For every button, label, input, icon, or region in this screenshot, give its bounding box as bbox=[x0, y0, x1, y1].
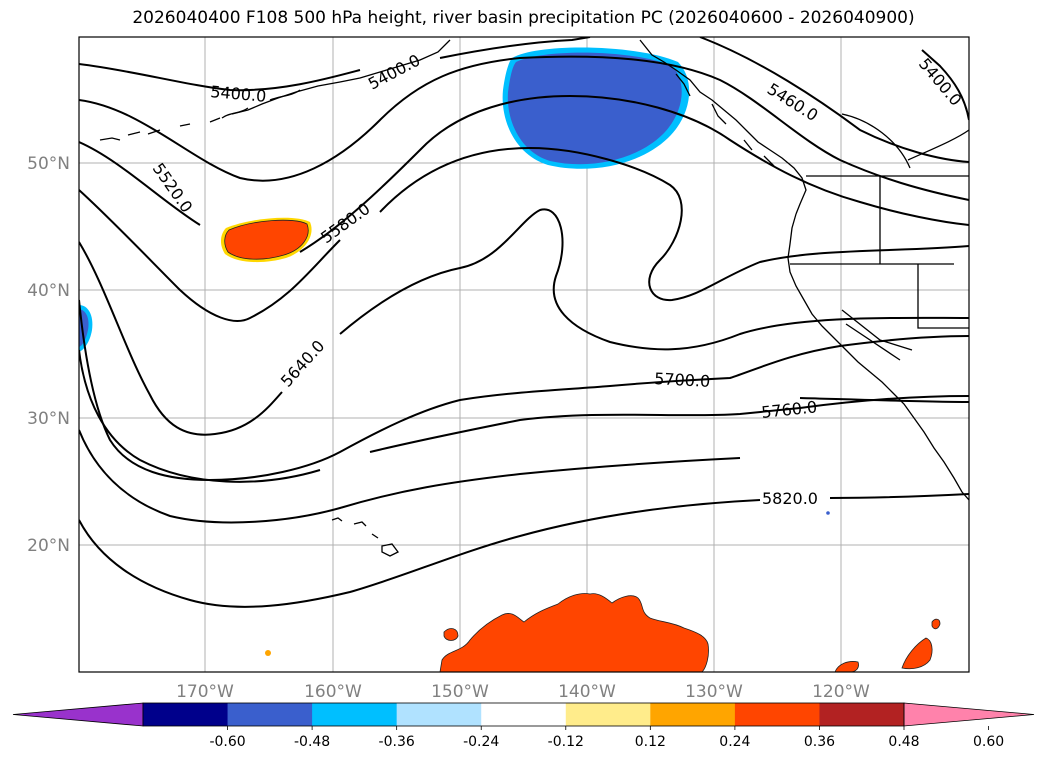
precip-positive-central bbox=[220, 217, 312, 263]
lat-label-40n: 40°N bbox=[27, 281, 70, 301]
colorbar-outline bbox=[142, 702, 905, 727]
colorbar-segment bbox=[650, 703, 736, 726]
colorbar-segment bbox=[312, 703, 398, 726]
colorbar-tick-label: -0.12 bbox=[548, 734, 584, 750]
lon-label-170w: 170°W bbox=[176, 682, 234, 702]
colorbar-tick-label: 0.36 bbox=[804, 734, 835, 750]
colorbar-segment bbox=[819, 703, 905, 726]
colorbar-tick-label: 0.48 bbox=[888, 734, 919, 750]
longitude-labels: 170°W 160°W 150°W 140°W 130°W 120°W bbox=[176, 682, 870, 702]
colorbar-tick-label: -0.60 bbox=[209, 734, 245, 750]
colorbar-tick-label: 0.60 bbox=[973, 734, 1004, 750]
precip-positive-south bbox=[265, 511, 941, 672]
colorbar-tick-label: -0.36 bbox=[379, 734, 415, 750]
lon-label-130w: 130°W bbox=[685, 682, 743, 702]
lon-label-120w: 120°W bbox=[812, 682, 870, 702]
colorbar: -0.60 -0.48 -0.36 -0.24 -0.12 0.12 0.24 0.36 0.4… bbox=[12, 702, 1035, 750]
lon-label-150w: 150°W bbox=[431, 682, 489, 702]
colorbar-tick-label: -0.48 bbox=[294, 734, 330, 750]
colorbar-segment bbox=[481, 703, 567, 726]
lon-label-140w: 140°W bbox=[558, 682, 616, 702]
coastlines bbox=[99, 39, 969, 557]
lat-label-50n: 50°N bbox=[27, 154, 70, 174]
gridlines bbox=[79, 37, 969, 672]
lat-label-20n: 20°N bbox=[27, 536, 70, 556]
latitude-labels: 50°N 40°N 30°N 20°N bbox=[27, 154, 70, 556]
colorbar-segment bbox=[734, 703, 820, 726]
height-contours bbox=[79, 37, 969, 608]
colorbar-segment bbox=[227, 703, 313, 726]
colorbar-extend-low bbox=[12, 702, 144, 727]
precip-negative-alaska-gulf bbox=[502, 47, 690, 169]
contour-label-5820: 5820.0 bbox=[762, 489, 818, 508]
colorbar-extend-high bbox=[903, 702, 1035, 727]
contour-label-5700: 5700.0 bbox=[654, 369, 711, 391]
map-frame bbox=[78, 36, 970, 673]
colorbar-segment bbox=[565, 703, 651, 726]
colorbar-segment bbox=[396, 703, 482, 726]
colorbar-tick-label: 0.12 bbox=[635, 734, 666, 750]
colorbar-segment bbox=[143, 703, 229, 726]
lat-label-30n: 30°N bbox=[27, 409, 70, 429]
colorbar-tick-label: 0.24 bbox=[719, 734, 750, 750]
map-title: 2026040400 F108 500 hPa height, river ba… bbox=[132, 8, 915, 28]
colorbar-tick-label: -0.24 bbox=[463, 734, 499, 750]
lon-label-160w: 160°W bbox=[304, 682, 362, 702]
contour-label-5400-west: 5400.0 bbox=[210, 82, 267, 106]
